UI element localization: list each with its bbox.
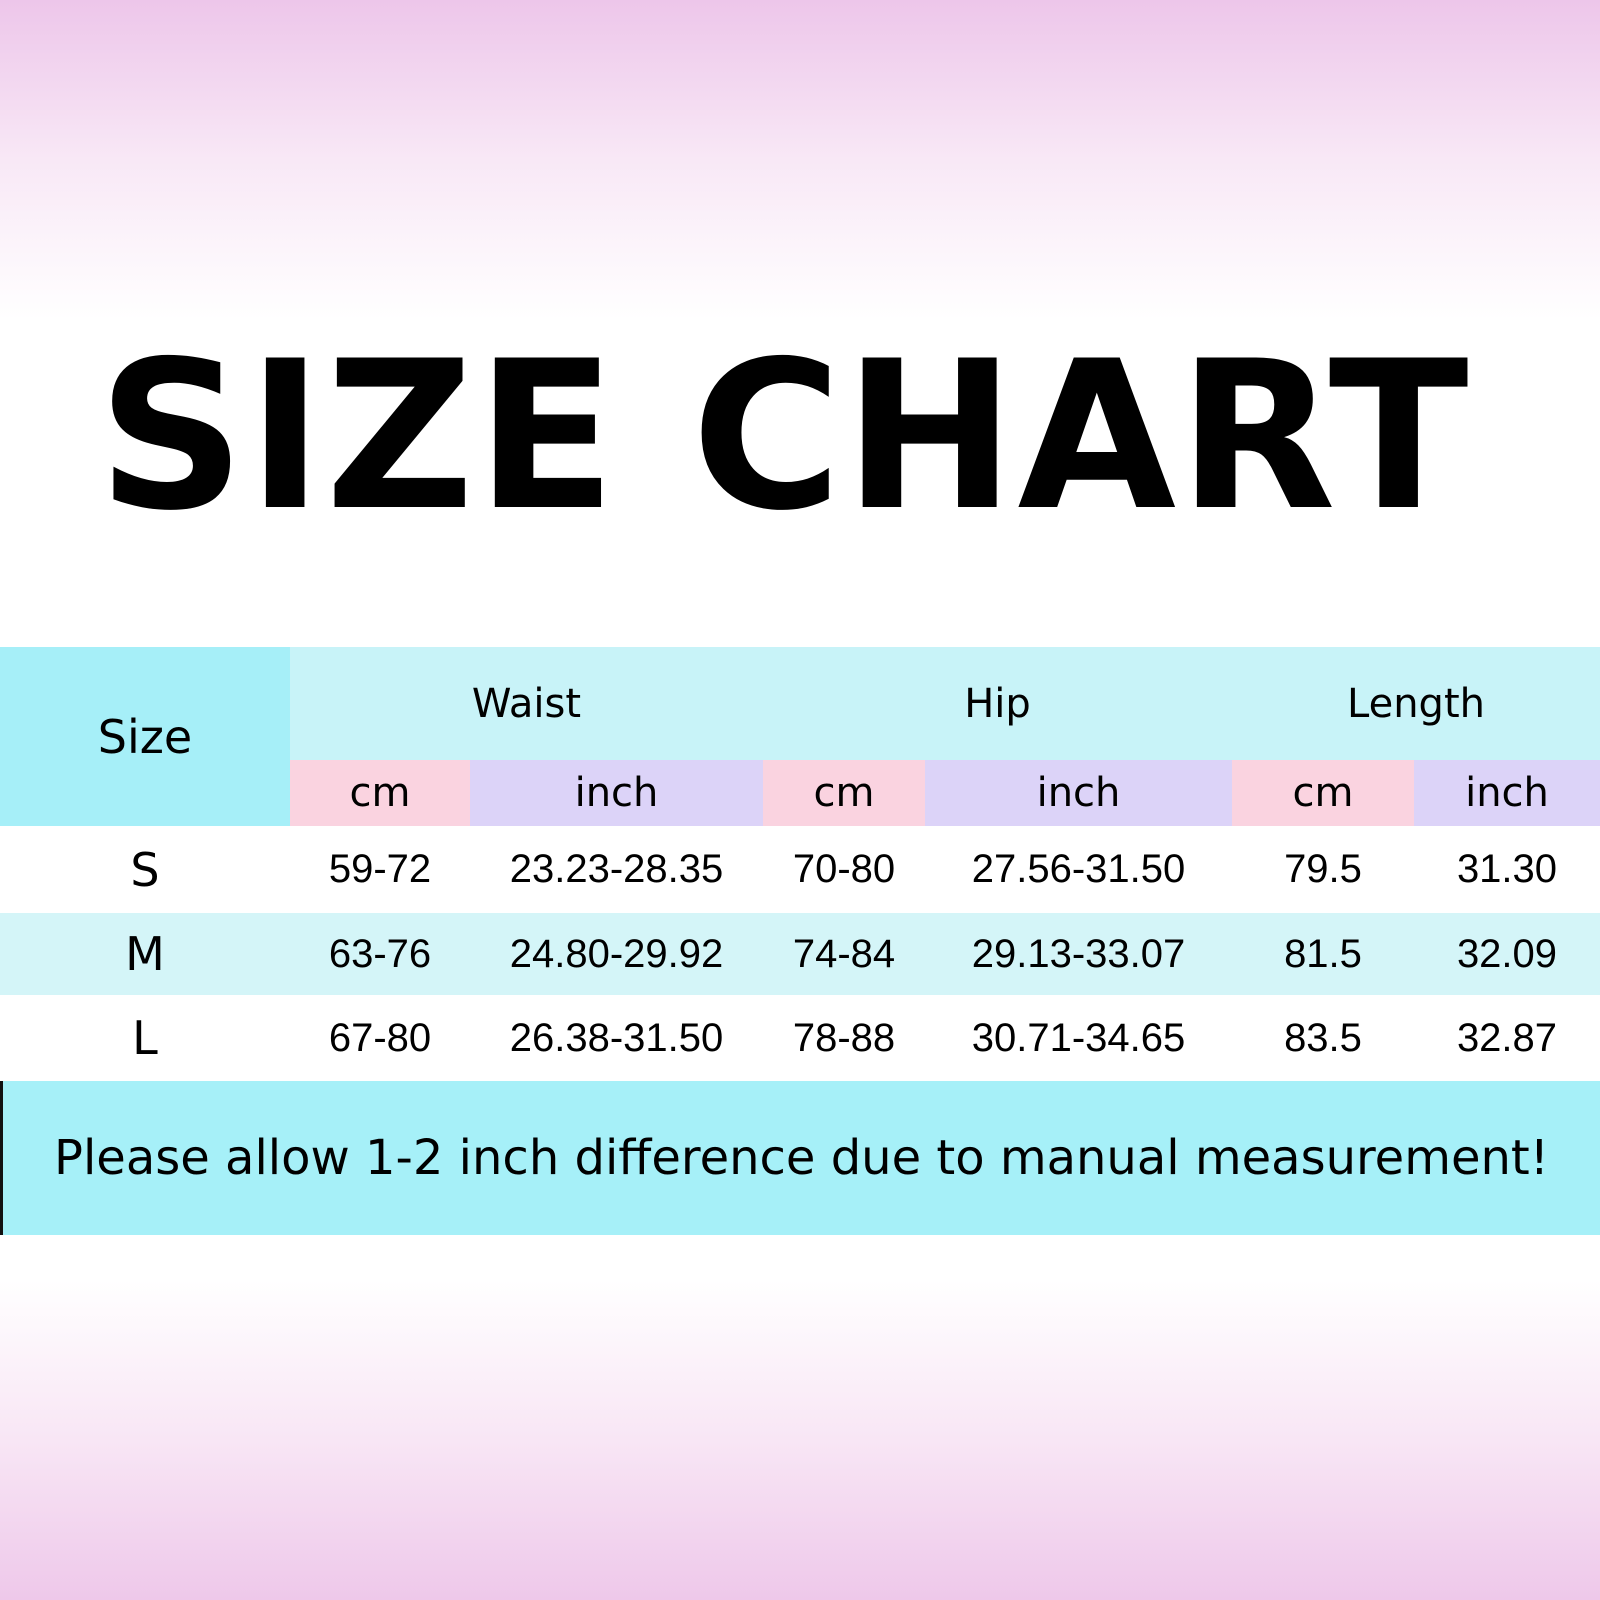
size-label: S — [130, 842, 160, 897]
group-header-length: Length — [1347, 680, 1485, 727]
table-cell: 30.71-34.65 — [971, 1015, 1186, 1060]
table-cell: 81.5 — [1284, 931, 1362, 976]
table-cell: 27.56-31.50 — [971, 847, 1186, 891]
unit-header-cm: cm — [763, 760, 925, 826]
table-row-background — [0, 913, 1600, 995]
unit-header-inch: inch — [470, 760, 763, 826]
table-cell: 26.38-31.50 — [509, 1015, 724, 1060]
table-cell: 59-72 — [328, 847, 432, 891]
size-header: Size — [0, 647, 290, 826]
table-cell: 23.23-28.35 — [509, 847, 724, 891]
table-cell: 74-84 — [792, 931, 896, 976]
table-cell: 29.13-33.07 — [971, 931, 1186, 976]
table-cell: 67-80 — [328, 1015, 432, 1060]
size-label: M — [125, 927, 165, 981]
table-cell: 31.30 — [1456, 847, 1558, 891]
table-cell: 83.5 — [1284, 1015, 1362, 1060]
table-cell: 70-80 — [792, 847, 896, 891]
table-cell: 79.5 — [1284, 847, 1362, 891]
table-cell: 63-76 — [328, 931, 432, 976]
unit-header-cm: cm — [290, 760, 470, 826]
page-title: SIZE CHART — [97, 318, 1471, 556]
group-header-waist: Waist — [471, 680, 582, 727]
table-cell: 24.80-29.92 — [509, 931, 724, 976]
measurement-note: Please allow 1-2 inch difference due to … — [0, 1081, 1600, 1235]
size-label: L — [132, 1011, 158, 1065]
table-cell: 32.09 — [1456, 931, 1558, 976]
group-header-band — [290, 647, 1600, 760]
group-header-hip: Hip — [964, 680, 1031, 727]
table-cell: 32.87 — [1456, 1015, 1558, 1060]
table-cell: 78-88 — [792, 1015, 896, 1060]
unit-header-cm: cm — [1232, 760, 1414, 826]
unit-header-inch: inch — [1414, 760, 1600, 826]
unit-header-inch: inch — [925, 760, 1232, 826]
